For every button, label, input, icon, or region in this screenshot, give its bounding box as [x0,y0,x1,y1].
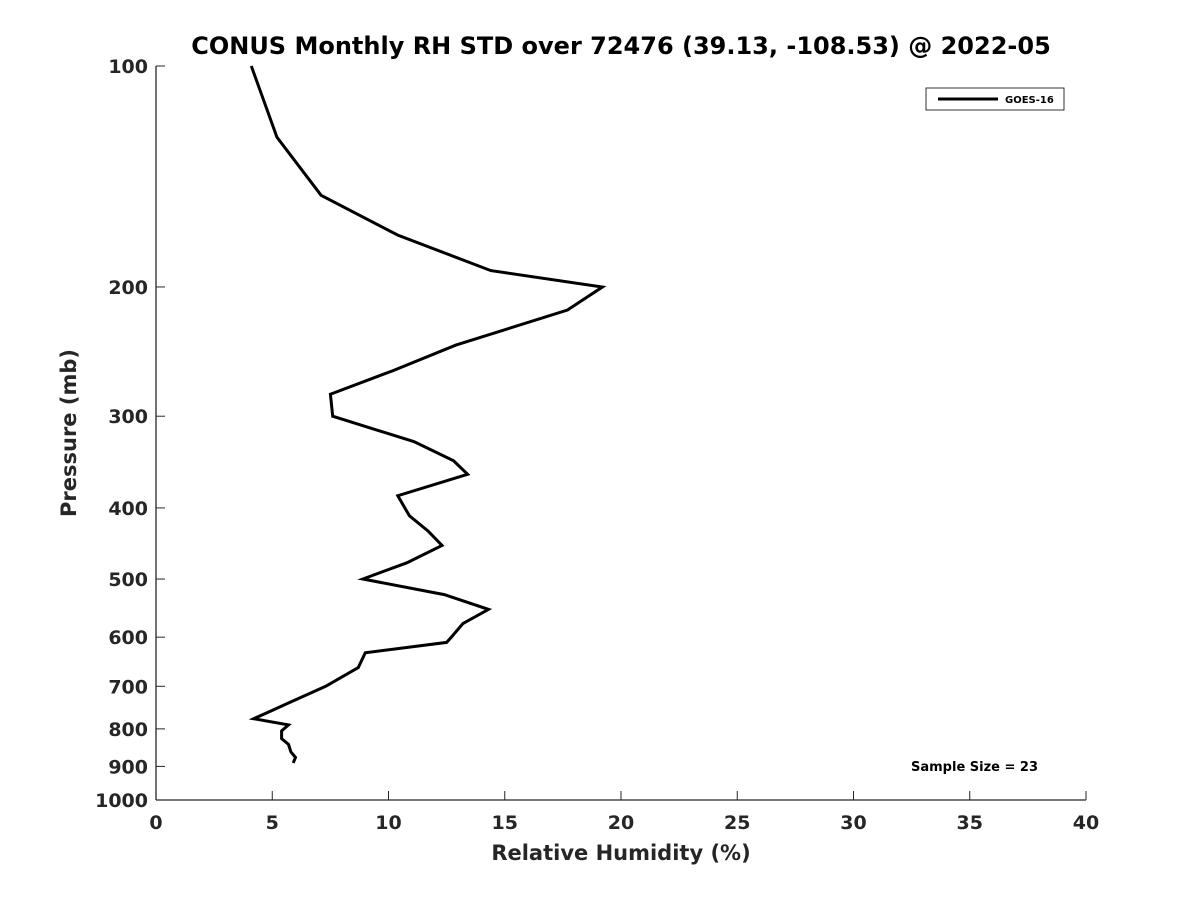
x-tick-label: 10 [375,812,401,834]
y-tick-label: 700 [108,676,148,698]
x-tick-label: 5 [266,812,279,834]
series-line-goes-16 [248,65,607,764]
x-tick-label: 35 [957,812,983,834]
x-tick-label: 15 [492,812,518,834]
x-tick-label: 0 [149,812,162,834]
y-tick-label: 100 [108,56,148,78]
x-tick-label: 25 [724,812,750,834]
x-tick-label: 40 [1073,812,1099,834]
x-axis-label: Relative Humidity (%) [491,841,750,865]
x-tick-label: 20 [608,812,634,834]
legend: GOES-16 [925,87,1065,111]
x-axis-ticks: 0 5 10 15 20 25 30 35 40 [149,791,1099,834]
y-axis-ticks: 100 200 300 400 500 600 700 800 900 1000 [95,56,165,812]
y-tick-label: 1000 [95,790,148,812]
y-tick-label: 500 [108,569,148,591]
x-tick-label: 30 [840,812,866,834]
y-tick-label: 200 [108,277,148,299]
legend-label: GOES-16 [1005,95,1054,106]
chart-title: CONUS Monthly RH STD over 72476 (39.13, … [191,32,1051,60]
y-tick-label: 900 [108,756,148,778]
y-tick-label: 400 [108,498,148,520]
plot-area [155,66,1086,801]
y-tick-label: 300 [108,406,148,428]
y-tick-label: 800 [108,719,148,741]
y-axis-label: Pressure (mb) [57,349,81,517]
series-layer [248,65,607,764]
y-tick-label: 600 [108,627,148,649]
sample-size-annotation: Sample Size = 23 [911,760,1038,775]
